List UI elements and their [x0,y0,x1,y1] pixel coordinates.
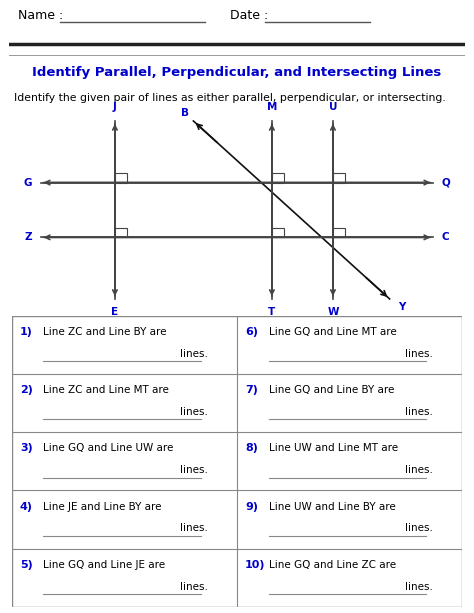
Text: Name :: Name : [18,9,63,23]
Text: 7): 7) [245,385,258,395]
Text: G: G [24,178,32,188]
Text: U: U [328,102,337,112]
Text: M: M [267,102,277,112]
Text: Line JE and Line BY are: Line JE and Line BY are [44,501,162,512]
Text: Line GQ and Line JE are: Line GQ and Line JE are [44,560,165,570]
Text: lines.: lines. [405,524,433,533]
Text: 2): 2) [20,385,33,395]
Text: Line ZC and Line BY are: Line ZC and Line BY are [44,327,167,337]
Text: Line UW and Line MT are: Line UW and Line MT are [268,443,398,454]
Text: lines.: lines. [405,349,433,359]
Text: Line UW and Line BY are: Line UW and Line BY are [268,501,395,512]
Text: lines.: lines. [180,349,208,359]
Text: 3): 3) [20,443,33,454]
Text: lines.: lines. [405,407,433,417]
Text: Identify the given pair of lines as either parallel, perpendicular, or intersect: Identify the given pair of lines as eith… [14,93,446,103]
Text: 4): 4) [20,501,33,512]
Text: W: W [327,308,339,318]
Text: lines.: lines. [180,465,208,475]
Text: T: T [268,308,275,318]
Text: J: J [113,102,117,112]
Text: Identify Parallel, Perpendicular, and Intersecting Lines: Identify Parallel, Perpendicular, and In… [32,66,442,78]
Text: 6): 6) [245,327,258,337]
Text: Z: Z [25,232,32,242]
Text: E: E [111,308,118,318]
Text: 10): 10) [245,560,265,570]
Text: lines.: lines. [180,524,208,533]
Text: lines.: lines. [405,465,433,475]
Text: Line GQ and Line MT are: Line GQ and Line MT are [268,327,396,337]
Text: 9): 9) [245,501,258,512]
Text: Q: Q [442,178,451,188]
Text: 1): 1) [20,327,33,337]
Text: Line GQ and Line ZC are: Line GQ and Line ZC are [268,560,396,570]
Text: Y: Y [398,302,406,313]
Text: B: B [181,107,189,118]
Text: Line ZC and Line MT are: Line ZC and Line MT are [44,385,169,395]
Text: Line GQ and Line UW are: Line GQ and Line UW are [44,443,174,454]
Text: Date :: Date : [230,9,268,23]
Text: lines.: lines. [180,407,208,417]
Text: 8): 8) [245,443,258,454]
Text: 5): 5) [20,560,33,570]
Text: Line GQ and Line BY are: Line GQ and Line BY are [268,385,394,395]
Text: C: C [442,232,449,242]
Text: lines.: lines. [405,582,433,592]
Text: lines.: lines. [180,582,208,592]
